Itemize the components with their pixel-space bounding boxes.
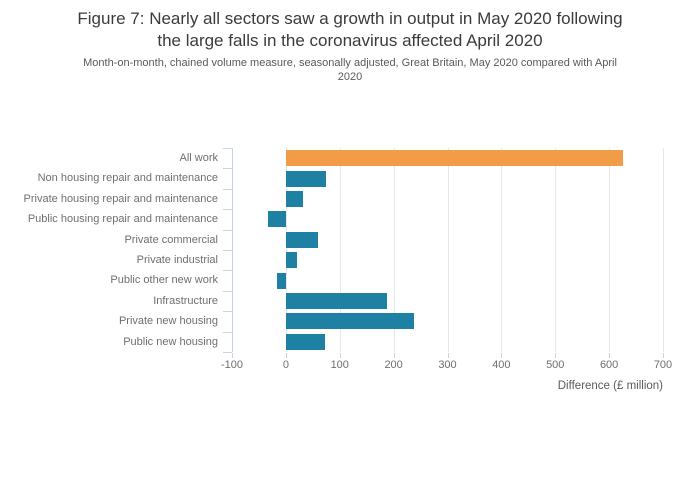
x-gridline-400 [501,148,503,352]
x-tick-label--100: -100 [220,359,244,371]
bar-private-industrial [285,252,297,269]
y-axis-tick [223,168,232,170]
x-gridline-700 [663,148,664,352]
x-axis-tick-100 [339,353,341,358]
bar-non-housing-repair-and-maintenance [285,170,327,187]
bar-public-housing-repair-and-maintenance [268,211,286,228]
category-label-public-other-new-work: Public other new work [110,274,218,287]
x-tick-label-0: 0 [282,359,289,371]
x-tick-label-500: 500 [546,359,565,371]
x-gridline-300 [447,148,449,352]
chart-title-line-2: the large falls in the coronavirus affec… [157,31,543,50]
y-axis-tick [223,290,232,292]
x-axis-tick-600 [609,353,611,358]
x-gridline-200 [393,148,395,352]
y-axis-tick [223,311,232,313]
category-label-public-housing-repair-and-maintenance: Public housing repair and maintenance [27,213,218,226]
bar-public-new-housing [285,333,325,350]
bar-infrastructure [285,293,387,309]
x-gridline-500 [555,148,557,352]
x-axis-tick-700 [663,353,664,358]
category-label-non-housing-repair-and-maintenance: Non housing repair and maintenance [37,172,218,185]
y-axis-tick [223,331,232,333]
y-axis-tick [223,209,232,211]
y-axis-tick [223,229,232,231]
x-axis-tick-500 [555,353,557,358]
x-tick-label-300: 300 [438,359,457,371]
bar-all-work [285,150,623,167]
category-axis-labels: All work Non housing repair and maintenan… [0,148,218,352]
x-gridline-100 [339,148,341,352]
bar-public-other-new-work [276,272,286,289]
x-tick-label-700: 700 [653,359,673,371]
plot-area [223,148,664,358]
x-axis-tick-0 [285,353,287,358]
category-label-infrastructure: Infrastructure [153,294,218,307]
x-axis-title: Difference (£ million) [557,380,663,392]
x-tick-label-200: 200 [384,359,403,371]
category-label-all-work: All work [179,152,218,164]
x-gridline-600 [609,148,611,352]
chart-subtitle-line-1: Month-on-month, chained volume measure, … [83,57,617,69]
x-axis-tick-labels: -100 0 100 200 300 400 500 600 700 [221,359,672,373]
x-tick-label-100: 100 [330,359,349,371]
chart-subtitle-line-2: 2020 [337,70,363,83]
category-label-private-commercial: Private commercial [124,233,218,246]
chart-title: Figure 7: Nearly all sectors saw a growt… [0,8,700,52]
y-axis-line [232,148,233,352]
y-axis-tick [223,270,232,272]
chart-subtitle: Month-on-month, chained volume measure, … [0,57,700,84]
x-axis-tick-300 [447,353,449,358]
x-tick-label-400: 400 [492,359,511,371]
y-axis-tick [223,148,232,149]
category-label-private-industrial: Private industrial [136,254,218,266]
bar-private-housing-repair-and-maintenance [285,191,303,207]
x-axis-tick-200 [393,353,395,358]
category-label-private-housing-repair-and-maintenance: Private housing repair and maintenance [23,192,218,205]
x-axis-tick-400 [501,353,503,358]
bar-private-new-housing [285,313,414,330]
x-gridline-0 [285,148,287,352]
y-axis-tick [223,250,232,251]
x-axis-tick--100 [232,353,233,358]
x-tick-label-600: 600 [599,359,619,371]
y-axis-tick [223,352,232,353]
category-label-private-new-housing: Private new housing [118,315,218,328]
bar-private-commercial [285,231,318,248]
y-axis-tick [223,188,232,190]
category-label-public-new-housing: Public new housing [123,335,218,348]
chart-title-line-1: Figure 7: Nearly all sectors saw a growt… [77,9,623,28]
